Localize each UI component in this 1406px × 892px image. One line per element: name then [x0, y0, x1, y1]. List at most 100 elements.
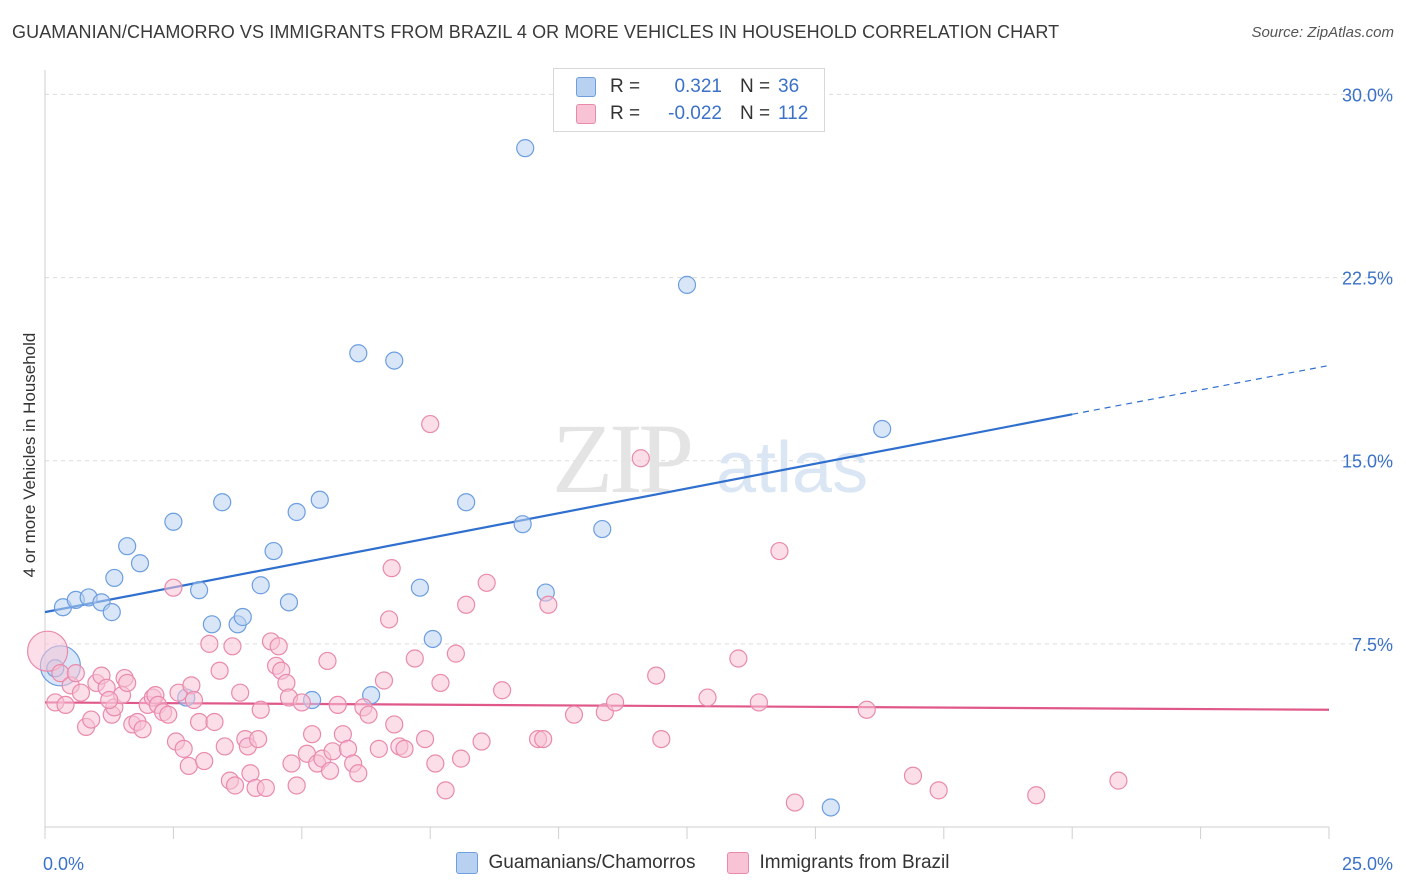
brazil-point	[698, 688, 717, 707]
legend-label: Immigrants from Brazil	[759, 852, 950, 873]
guamanian-point	[310, 490, 329, 509]
brazil-point	[287, 776, 306, 795]
brazil-point	[328, 695, 347, 715]
legend-swatch-blue	[456, 852, 479, 874]
brazil-point	[426, 754, 445, 773]
r-label: R =	[610, 76, 641, 97]
guamanian-point	[349, 344, 368, 363]
brazil-point	[189, 712, 209, 732]
brazil-point	[231, 683, 250, 702]
brazil-point	[100, 690, 119, 710]
brazil-point	[323, 742, 342, 761]
brazil-point	[225, 776, 245, 795]
legend-swatch-blue	[576, 77, 596, 97]
brazil-point	[647, 666, 666, 685]
legend-item-guamanian[interactable]: Guamanians/Chamorros	[456, 852, 695, 874]
guamanian-point	[593, 519, 612, 539]
guamanian-point	[130, 554, 150, 573]
brazil-point	[374, 671, 394, 690]
brazil-point	[415, 729, 435, 749]
brazil-point	[652, 729, 671, 749]
brazil-point	[223, 637, 242, 656]
guamanian-point	[410, 578, 430, 597]
brazil-point	[195, 751, 214, 771]
guamanian-trend-line	[44, 413, 1073, 614]
brazil-point	[539, 595, 558, 614]
brazil-point	[477, 573, 496, 592]
guamanian-point	[118, 537, 137, 556]
brazil-point	[82, 710, 101, 729]
correlation-legend: R = 0.321 N = 36 R = -0.022 N = 112	[553, 68, 825, 132]
brazil-point	[395, 739, 414, 758]
tick-labels: 7.5% 15.0% 22.5% 30.0% 0.0% 25.0%	[43, 85, 1393, 874]
brazil-point	[605, 693, 625, 712]
brazil-point	[302, 725, 322, 744]
guamanian-point	[213, 493, 232, 512]
brazil-point	[26, 630, 69, 672]
brazil-point	[318, 651, 337, 671]
brazil-point	[200, 634, 219, 653]
source-credit: Source: ZipAtlas.com	[1251, 24, 1394, 41]
brazil-point	[770, 541, 789, 561]
x-tick-label: 25.0%	[1342, 854, 1393, 874]
brazil-point	[66, 664, 85, 683]
guamanian-point	[202, 615, 222, 634]
brazil-point	[256, 778, 275, 798]
y-tick-label: 30.0%	[1342, 85, 1393, 105]
legend-swatch-pink	[727, 852, 750, 874]
data-points	[26, 139, 1128, 817]
brazil-point	[380, 610, 399, 629]
guamanian-point	[287, 502, 306, 522]
brazil-point	[749, 693, 769, 712]
y-tick-label: 15.0%	[1342, 452, 1393, 472]
n-label: N =	[740, 103, 771, 124]
brazil-point	[184, 690, 204, 710]
r-value: 0.321	[674, 76, 722, 97]
brazil-point	[164, 578, 183, 597]
brazil-point	[534, 729, 553, 749]
brazil-point	[359, 705, 378, 724]
brazil-point	[903, 766, 923, 785]
guamanian-point	[513, 515, 532, 534]
series-legend: Guamanians/Chamorros Immigrants from Bra…	[0, 852, 1406, 874]
y-tick-label: 7.5%	[1352, 635, 1393, 655]
brazil-point	[421, 414, 440, 434]
brazil-point	[729, 649, 748, 668]
brazil-point	[929, 781, 948, 800]
watermark-zip: ZIP	[552, 403, 690, 514]
legend-swatch-pink	[576, 104, 596, 124]
guamanian-point	[164, 512, 183, 531]
guamanian-point	[873, 419, 892, 439]
guamanian-point	[189, 581, 209, 600]
legend-item-brazil[interactable]: Immigrants from Brazil	[727, 852, 950, 874]
brazil-point	[205, 712, 224, 732]
brazil-point	[369, 739, 388, 758]
legend-row-brazil: R = -0.022 N = 112	[576, 102, 808, 126]
grid-lines	[45, 93, 1394, 645]
brazil-point	[269, 637, 288, 656]
brazil-point	[457, 595, 476, 614]
x-tick-label: 0.0%	[43, 854, 84, 874]
guamanian-point	[821, 798, 840, 817]
brazil-point	[282, 754, 301, 773]
brazil-point	[210, 661, 229, 680]
brazil-point	[133, 720, 152, 739]
brazil-point	[174, 739, 193, 758]
brazil-point	[320, 761, 340, 780]
brazil-point	[431, 673, 450, 693]
axes	[44, 70, 1330, 839]
brazil-point	[446, 644, 465, 663]
brazil-point	[564, 705, 584, 724]
brazil-point	[159, 705, 178, 724]
brazil-point	[1027, 786, 1046, 805]
brazil-point	[785, 793, 804, 812]
n-label: N =	[740, 76, 771, 97]
guamanian-point	[457, 493, 476, 512]
r-value: -0.022	[668, 103, 722, 124]
brazil-point	[249, 729, 268, 749]
brazil-point	[405, 649, 424, 668]
n-value: 112	[778, 103, 809, 124]
brazil-point	[451, 749, 471, 768]
brazil-point	[857, 700, 876, 719]
brazil-point	[71, 683, 91, 702]
